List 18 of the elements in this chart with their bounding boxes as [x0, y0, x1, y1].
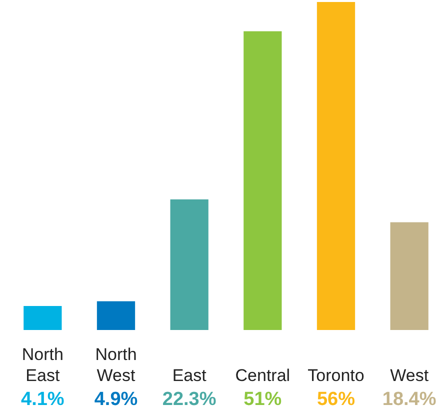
x-tick-label: Toronto — [308, 366, 364, 385]
bar — [244, 31, 282, 330]
bar — [390, 222, 428, 330]
x-tick-label: North East — [22, 345, 64, 385]
data-label: 51% — [244, 389, 282, 410]
x-tick-label: Central — [235, 366, 290, 385]
data-label: 18.4% — [382, 389, 436, 410]
x-tick-label: North West — [95, 345, 137, 385]
bar — [170, 199, 208, 330]
bar — [24, 306, 62, 330]
x-tick-label: West — [390, 366, 429, 385]
data-label: 56% — [316, 389, 356, 410]
bar — [96, 301, 136, 330]
bar — [316, 2, 356, 330]
data-label: 4.9% — [94, 389, 138, 410]
data-label: 4.1% — [21, 389, 64, 410]
x-tick-label: East — [172, 366, 207, 385]
data-label: 22.3% — [162, 389, 216, 410]
